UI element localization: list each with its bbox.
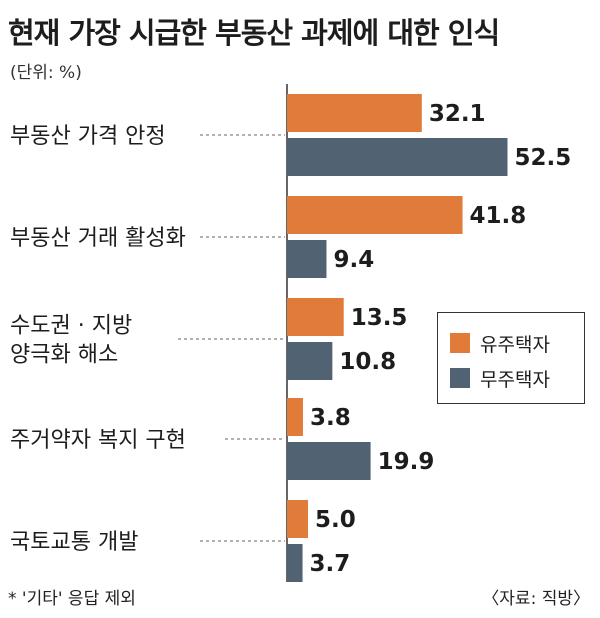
data-label-owner: 5.0 (315, 507, 356, 533)
data-label-owner: 13.5 (351, 305, 408, 331)
category-label: 주거약자 복지 구현 (10, 428, 186, 453)
legend: 유주택자 무주택자 (437, 312, 585, 404)
legend-label-nonowner: 무주택자 (480, 368, 550, 391)
footnote: * '기타' 응답 제외 (8, 589, 136, 609)
bar-owner (287, 500, 308, 538)
source-note: 〈자료: 직방〉 (482, 589, 590, 609)
bar-owner (287, 398, 303, 436)
legend-item-nonowner: 무주택자 (450, 365, 550, 391)
legend-swatch-owner (450, 333, 470, 353)
data-label-nonowner: 10.8 (339, 349, 396, 375)
category-label: 부동산 거래 활성화 (10, 226, 186, 251)
legend-item-owner: 유주택자 (450, 330, 550, 356)
bar-nonowner (287, 138, 508, 176)
chart-title: 현재 가장 시급한 부동산 과제에 대한 인식 (8, 16, 500, 50)
bar-owner (287, 94, 422, 132)
bar-owner (287, 298, 344, 336)
category-label: 부동산 가격 안정 (10, 124, 166, 149)
data-label-nonowner: 9.4 (333, 247, 374, 273)
data-label-nonowner: 3.7 (310, 551, 351, 577)
bar-owner (287, 196, 463, 234)
data-label-owner: 32.1 (429, 101, 486, 127)
data-label-nonowner: 19.9 (378, 449, 435, 475)
bar-nonowner (287, 240, 327, 278)
data-label-nonowner: 52.5 (515, 145, 572, 171)
bar-nonowner (287, 442, 371, 480)
bar-nonowner (287, 342, 333, 380)
data-label-owner: 41.8 (470, 203, 527, 229)
legend-swatch-nonowner (450, 368, 470, 388)
bar-nonowner (287, 544, 303, 582)
category-label: 양극화 해소 (10, 343, 118, 368)
category-label: 수도권 · 지방 (10, 314, 132, 339)
data-label-owner: 3.8 (310, 405, 351, 431)
unit-label: (단위: %) (10, 63, 82, 83)
legend-label-owner: 유주택자 (480, 333, 550, 356)
category-label: 국토교통 개발 (10, 530, 138, 555)
